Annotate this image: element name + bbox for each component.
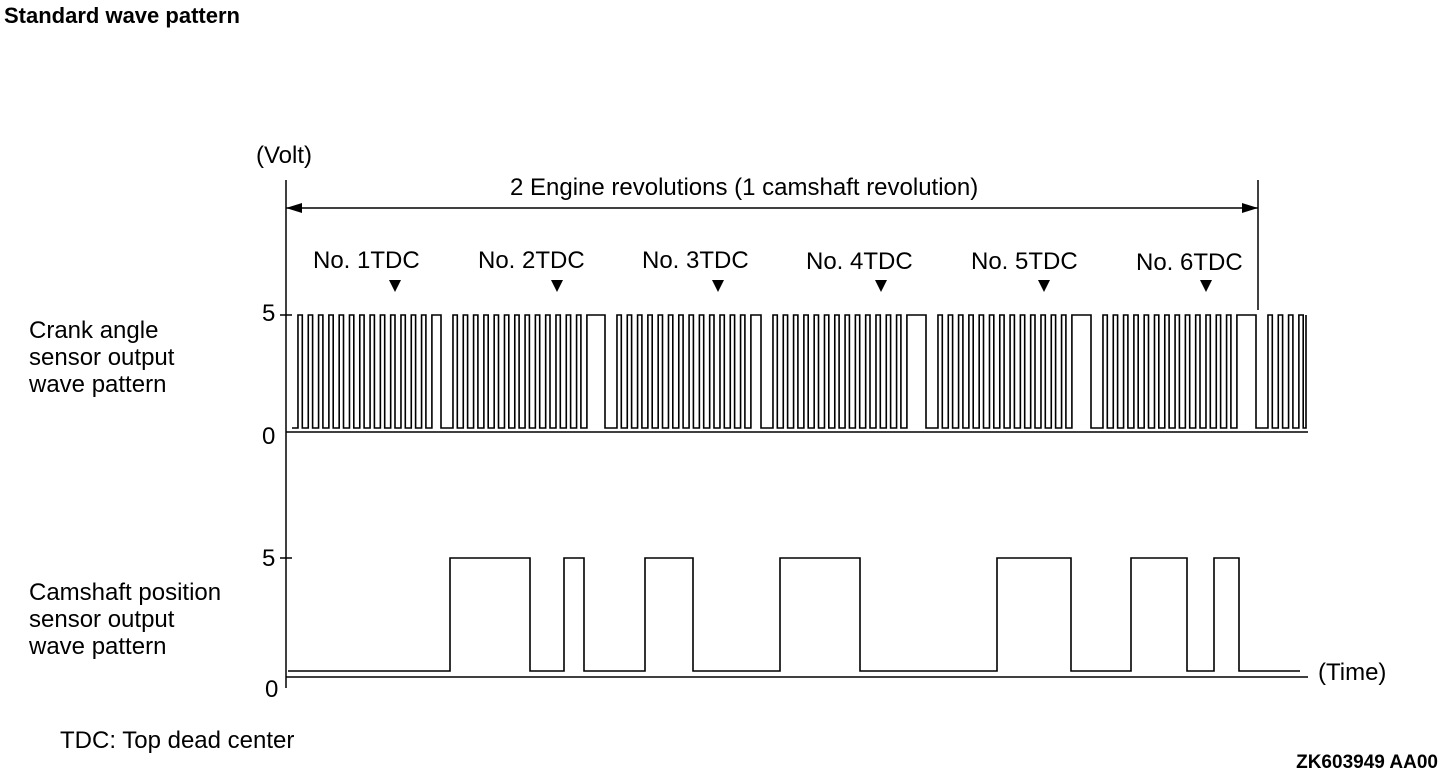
span-arrow-right-head bbox=[1242, 203, 1258, 213]
tdc-marker-1 bbox=[389, 280, 401, 292]
tdc-marker-3 bbox=[712, 280, 724, 292]
tdc-label-5: No. 5TDC bbox=[971, 248, 1078, 275]
tdc-markers bbox=[389, 280, 1212, 292]
cam-label-line3: wave pattern bbox=[29, 633, 167, 660]
crank-label-line3: wave pattern bbox=[29, 371, 167, 398]
tdc-marker-2 bbox=[551, 280, 563, 292]
crank-high-value: 5 bbox=[262, 300, 276, 327]
crank-low-value: 0 bbox=[262, 423, 276, 450]
tdc-label-3: No. 3TDC bbox=[642, 247, 749, 274]
tdc-label-2: No. 2TDC bbox=[478, 247, 585, 274]
tdc-legend: TDC: Top dead center bbox=[60, 727, 295, 754]
cam-high-value: 5 bbox=[262, 545, 276, 572]
figure-code: ZK603949 AA00 bbox=[1296, 752, 1438, 773]
cam-low-value: 0 bbox=[265, 676, 279, 703]
crank-label-line1: Crank angle bbox=[29, 317, 159, 344]
cam-waveform bbox=[288, 557, 1300, 672]
tdc-label-6: No. 6TDC bbox=[1136, 249, 1243, 276]
span-label: 2 Engine revolutions (1 camshaft revolut… bbox=[510, 174, 979, 201]
tdc-label-1: No. 1TDC bbox=[313, 247, 420, 274]
tdc-marker-6 bbox=[1200, 280, 1212, 292]
crank-label-line2: sensor output bbox=[29, 344, 175, 371]
tdc-marker-4 bbox=[875, 280, 887, 292]
cam-label-line1: Camshaft position bbox=[29, 579, 222, 606]
tdc-marker-5 bbox=[1038, 280, 1050, 292]
crank-waveform bbox=[292, 314, 1307, 429]
y-axis-unit: (Volt) bbox=[256, 142, 313, 169]
cam-label-line2: sensor output bbox=[29, 606, 175, 633]
x-axis-unit: (Time) bbox=[1318, 659, 1387, 686]
span-arrow-left-head bbox=[286, 203, 302, 213]
tdc-label-4: No. 4TDC bbox=[806, 248, 913, 275]
page-title: Standard wave pattern bbox=[4, 3, 240, 28]
